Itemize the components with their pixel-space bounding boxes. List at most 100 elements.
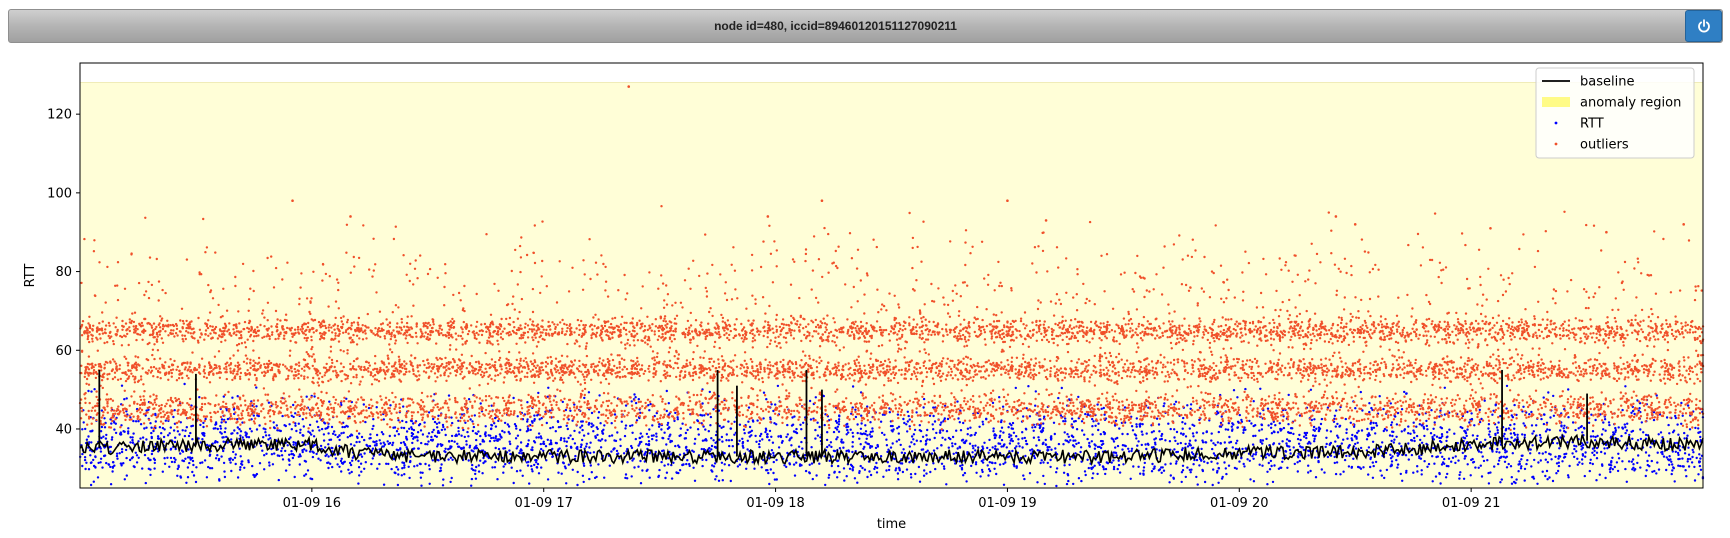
rtt-point — [1382, 429, 1386, 433]
rtt-point — [730, 438, 733, 442]
rtt-point — [1198, 464, 1201, 467]
rtt-point — [660, 460, 663, 464]
rtt-point — [883, 433, 886, 436]
outlier-point — [649, 326, 652, 329]
rtt-point — [709, 415, 713, 419]
rtt-point — [1445, 436, 1449, 439]
outlier-point — [654, 318, 657, 321]
rtt-point — [800, 428, 803, 431]
rtt-point — [1695, 456, 1698, 460]
rtt-point — [509, 452, 512, 456]
rtt-point — [427, 411, 431, 414]
rtt-point — [951, 435, 955, 439]
rtt-point — [1526, 459, 1529, 462]
rtt-point — [1479, 464, 1483, 467]
rtt-point — [156, 447, 159, 450]
rtt-point — [265, 452, 268, 455]
rtt-point — [756, 419, 759, 422]
rtt-point — [467, 398, 471, 401]
rtt-point — [279, 429, 282, 433]
rtt-point — [1486, 459, 1489, 462]
rtt-point — [1267, 424, 1270, 427]
rtt-point — [951, 442, 954, 445]
outlier-point — [1388, 333, 1391, 337]
rtt-point — [370, 462, 373, 466]
rtt-point — [1203, 480, 1207, 484]
rtt-point — [100, 425, 104, 429]
rtt-point — [426, 443, 429, 446]
rtt-point — [1184, 475, 1188, 479]
rtt-point — [90, 441, 93, 444]
rtt-point — [1425, 419, 1428, 423]
rtt-point — [580, 424, 584, 427]
rtt-point — [533, 463, 536, 467]
rtt-point — [747, 420, 750, 423]
rtt-point — [970, 434, 973, 437]
rtt-point — [1224, 467, 1228, 470]
outlier-point — [290, 326, 293, 330]
rtt-point — [284, 449, 287, 453]
rtt-point — [540, 447, 543, 451]
rtt-point — [705, 458, 708, 462]
rtt-point — [1616, 469, 1620, 473]
rtt-point — [110, 438, 114, 441]
rtt-point — [430, 435, 433, 439]
rtt-point — [467, 459, 470, 462]
rtt-point — [362, 403, 365, 406]
rtt-point — [693, 479, 697, 482]
outlier-point — [1654, 338, 1657, 341]
rtt-point — [1340, 442, 1344, 445]
rtt-point — [1225, 472, 1228, 476]
rtt-point — [802, 421, 805, 424]
rtt-point — [94, 455, 97, 458]
rtt-point — [1267, 461, 1271, 465]
rtt-point — [863, 468, 867, 471]
rtt-point — [281, 447, 284, 450]
rtt-point — [1383, 427, 1387, 431]
rtt-point — [322, 433, 326, 436]
rtt-point — [851, 385, 855, 388]
rtt-point — [1650, 459, 1654, 463]
rtt-point — [289, 436, 292, 439]
rtt-point — [838, 470, 841, 474]
rtt-point — [292, 454, 296, 457]
rtt-point — [1657, 433, 1660, 436]
outlier-point — [657, 329, 661, 333]
rtt-point — [574, 454, 577, 458]
rtt-point — [837, 430, 841, 433]
rtt-point — [580, 443, 583, 446]
rtt-point — [216, 441, 219, 444]
rtt-point — [156, 435, 160, 438]
rtt-point — [410, 428, 414, 431]
rtt-point — [860, 422, 863, 425]
rtt-point — [866, 475, 869, 479]
rtt-point — [89, 454, 92, 457]
rtt-point — [395, 465, 398, 469]
outlier-point — [1177, 341, 1181, 344]
outlier-point — [908, 316, 911, 319]
rtt-point — [239, 434, 242, 437]
outlier-point — [1278, 324, 1281, 327]
outlier-point — [1196, 334, 1199, 338]
rtt-point — [382, 433, 385, 436]
rtt-point — [191, 459, 195, 463]
rtt-point — [262, 427, 265, 430]
power-button[interactable] — [1685, 10, 1722, 42]
rtt-point — [230, 432, 233, 435]
rtt-point — [1503, 460, 1507, 463]
rtt-point — [380, 431, 384, 434]
outlier-point — [967, 338, 970, 342]
outlier-point — [833, 341, 836, 344]
rtt-point — [1540, 417, 1543, 421]
outlier-point — [153, 343, 156, 346]
rtt-point — [1391, 434, 1394, 438]
rtt-point — [1600, 450, 1603, 454]
rtt-point — [413, 465, 416, 468]
rtt-point — [1595, 446, 1599, 450]
rtt-point — [1137, 440, 1140, 443]
rtt-point — [275, 424, 278, 427]
rtt-point — [334, 457, 337, 460]
rtt-point — [1423, 434, 1426, 438]
rtt-point — [1697, 427, 1700, 430]
outlier-point — [1134, 331, 1137, 334]
